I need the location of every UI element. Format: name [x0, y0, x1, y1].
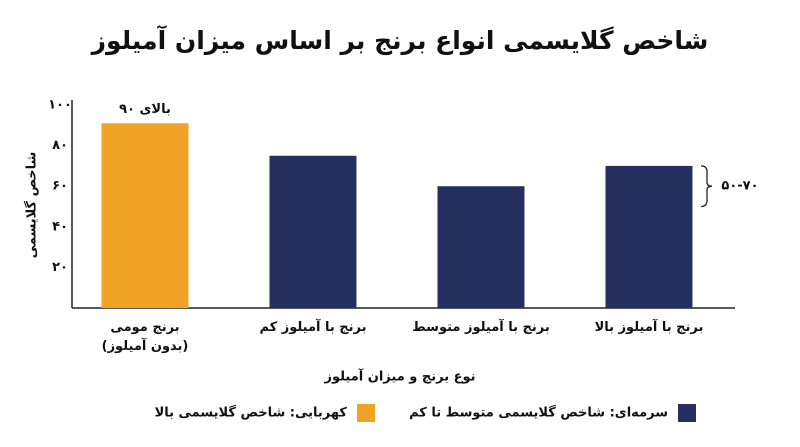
bar — [437, 186, 525, 308]
y-tick-label: ۶۰ — [52, 179, 68, 194]
annotation: بالای ۹۰ — [119, 102, 171, 117]
legend-swatch — [357, 404, 375, 422]
annotation: ۵۰-۷۰ — [721, 179, 758, 194]
x-tick-label: برنج با آمیلوز متوسط — [412, 320, 550, 335]
y-tick-label: ۴۰ — [52, 219, 68, 234]
y-axis-title: شاخص گلایسمی — [24, 152, 40, 259]
legend-label: سرمه‌ای: شاخص گلایسمی متوسط تا کم — [409, 405, 668, 421]
brace — [700, 165, 713, 208]
y-tick-label: ۲۰ — [52, 260, 68, 275]
legend-label: کهربایی: شاخص گلایسمی بالا — [155, 405, 348, 421]
bar — [605, 165, 693, 308]
x-tick-label: برنج با آمیلوز کم — [259, 320, 367, 335]
chart-title: شاخص گلایسمی انواع برنج بر اساس میزان آم… — [90, 25, 709, 56]
x-tick-label: برنج با آمیلوز بالا — [594, 320, 704, 335]
legend-swatch — [678, 404, 696, 422]
x-axis-title: نوع برنج و میزان آمیلوز — [323, 368, 475, 385]
y-tick-label: ۸۰ — [52, 138, 68, 153]
y-tick-label: ۱۰۰ — [48, 98, 72, 113]
bar — [269, 155, 357, 308]
bar — [101, 123, 189, 309]
x-tick-label: برنج مومی (بدون آمیلوز) — [101, 320, 189, 354]
